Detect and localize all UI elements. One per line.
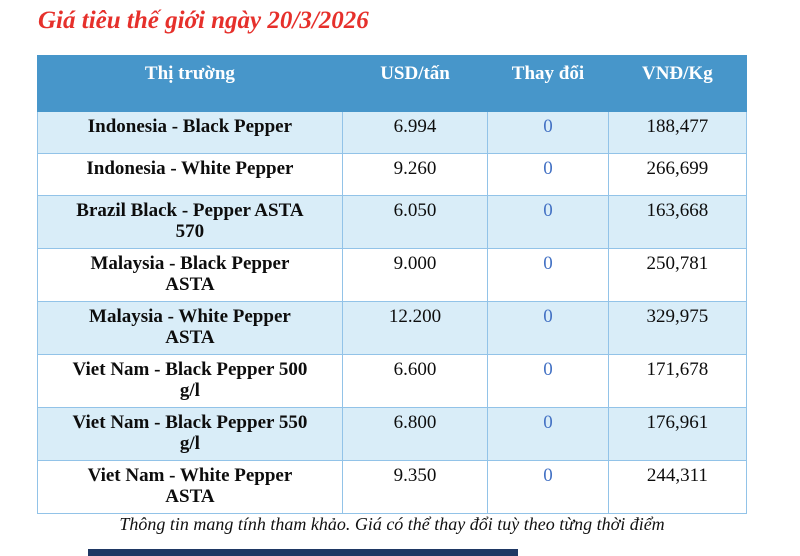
market-cell: Malaysia - Black Pepper ASTA	[37, 248, 343, 302]
usd-cell: 6.994	[341, 111, 489, 154]
column-header-change: Thay đổi	[487, 55, 609, 112]
vnd-cell: 176,961	[607, 407, 748, 461]
bottom-partial-bar	[88, 549, 518, 556]
market-cell: Viet Nam - Black Pepper 550 g/l	[37, 407, 343, 461]
table-row: Malaysia - Black Pepper ASTA 9.000 0 250…	[37, 248, 748, 302]
market-cell: Viet Nam - White Pepper ASTA	[37, 460, 343, 514]
table-row: Indonesia - Black Pepper 6.994 0 188,477	[37, 111, 748, 154]
usd-cell: 9.000	[341, 248, 489, 302]
table-row: Viet Nam - Black Pepper 550 g/l 6.800 0 …	[37, 407, 748, 461]
change-cell: 0	[487, 301, 609, 355]
table-header-row: Thị trường USD/tấn Thay đổi VNĐ/Kg	[37, 55, 748, 112]
usd-cell: 9.350	[341, 460, 489, 514]
vnd-cell: 244,311	[607, 460, 748, 514]
change-cell: 0	[487, 407, 609, 461]
disclaimer-note: Thông tin mang tính tham khảo. Giá có th…	[119, 514, 665, 534]
change-cell: 0	[487, 248, 609, 302]
change-cell: 0	[487, 195, 609, 249]
market-cell: Viet Nam - Black Pepper 500 g/l	[37, 354, 343, 408]
column-header-market: Thị trường	[37, 55, 343, 112]
vnd-cell: 250,781	[607, 248, 748, 302]
change-cell: 0	[487, 354, 609, 408]
vnd-cell: 188,477	[607, 111, 748, 154]
table-row: Indonesia - White Pepper 9.260 0 266,699	[37, 153, 748, 196]
table-row: Malaysia - White Pepper ASTA 12.200 0 32…	[37, 301, 748, 355]
column-header-vnd: VNĐ/Kg	[607, 55, 748, 112]
vnd-cell: 171,678	[607, 354, 748, 408]
pepper-price-table: Thị trường USD/tấn Thay đổi VNĐ/Kg Indon…	[37, 55, 748, 514]
table-row: Viet Nam - White Pepper ASTA 9.350 0 244…	[37, 460, 748, 514]
market-cell: Malaysia - White Pepper ASTA	[37, 301, 343, 355]
usd-cell: 6.050	[341, 195, 489, 249]
vnd-cell: 163,668	[607, 195, 748, 249]
usd-cell: 9.260	[341, 153, 489, 196]
change-cell: 0	[487, 153, 609, 196]
column-header-usd: USD/tấn	[341, 55, 489, 112]
table-row: Brazil Black - Pepper ASTA 570 6.050 0 1…	[37, 195, 748, 249]
change-cell: 0	[487, 460, 609, 514]
usd-cell: 6.600	[341, 354, 489, 408]
table-row: Viet Nam - Black Pepper 500 g/l 6.600 0 …	[37, 354, 748, 408]
usd-cell: 6.800	[341, 407, 489, 461]
market-cell: Brazil Black - Pepper ASTA 570	[37, 195, 343, 249]
market-cell: Indonesia - White Pepper	[37, 153, 343, 196]
market-cell: Indonesia - Black Pepper	[37, 111, 343, 154]
usd-cell: 12.200	[341, 301, 489, 355]
vnd-cell: 266,699	[607, 153, 748, 196]
change-cell: 0	[487, 111, 609, 154]
page-title: Giá tiêu thế giới ngày 20/3/2026	[38, 7, 369, 34]
vnd-cell: 329,975	[607, 301, 748, 355]
